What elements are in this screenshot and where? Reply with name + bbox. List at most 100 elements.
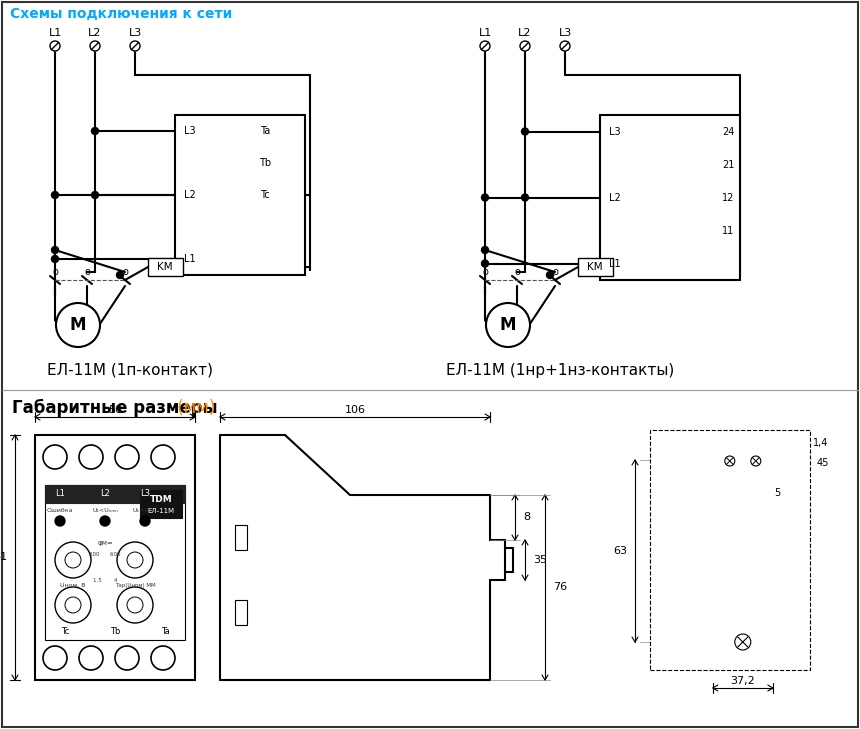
Text: 50: 50: [108, 405, 122, 415]
Text: Tb: Tb: [259, 158, 271, 168]
Circle shape: [117, 587, 153, 623]
Circle shape: [65, 597, 81, 613]
Text: L2: L2: [184, 190, 196, 200]
Text: Tc: Tc: [61, 628, 69, 636]
Circle shape: [151, 646, 175, 670]
Bar: [45, 485, 185, 640]
Text: L3: L3: [140, 489, 150, 499]
Text: o: o: [122, 267, 128, 277]
Text: L3: L3: [558, 28, 572, 38]
Bar: [35, 435, 195, 680]
Bar: [235, 600, 247, 625]
Circle shape: [90, 41, 100, 51]
Text: Схемы подключения к сети: Схемы подключения к сети: [10, 7, 232, 21]
Text: 45: 45: [817, 458, 829, 468]
Circle shape: [725, 456, 734, 466]
Circle shape: [43, 445, 67, 469]
Circle shape: [115, 646, 139, 670]
Text: M: M: [500, 316, 516, 334]
Text: L3: L3: [128, 28, 142, 38]
Circle shape: [482, 194, 488, 201]
Text: ЕЛ-11М (1п-контакт): ЕЛ-11М (1п-контакт): [47, 362, 213, 378]
Text: L2: L2: [100, 489, 110, 499]
Text: M: M: [70, 316, 86, 334]
Circle shape: [127, 552, 143, 568]
Text: 63: 63: [613, 546, 627, 556]
Text: 106: 106: [345, 405, 366, 415]
Text: 12: 12: [722, 192, 734, 203]
Circle shape: [65, 552, 81, 568]
Circle shape: [91, 192, 99, 198]
Text: KM: KM: [587, 262, 603, 272]
Text: 300      600: 300 600: [89, 553, 120, 558]
Bar: [578, 258, 613, 276]
Text: Ta: Ta: [260, 126, 270, 136]
Circle shape: [50, 41, 60, 51]
Text: o: o: [84, 267, 90, 277]
Text: 37,2: 37,2: [730, 676, 755, 686]
Text: TDM: TDM: [150, 496, 172, 504]
Bar: [235, 525, 247, 550]
Text: Ошибка: Ошибка: [46, 509, 73, 513]
Text: Ta: Ta: [161, 628, 169, 636]
Circle shape: [560, 41, 570, 51]
Text: KM: KM: [157, 262, 173, 272]
Text: L2: L2: [609, 192, 621, 203]
Text: 21: 21: [722, 160, 734, 170]
Text: L1: L1: [609, 259, 621, 268]
Text: φм=: φм=: [97, 540, 113, 546]
Bar: [148, 258, 183, 276]
Circle shape: [140, 516, 150, 526]
Circle shape: [521, 128, 529, 135]
Text: U₁<Uₙₘₙ: U₁<Uₙₘₙ: [92, 509, 118, 513]
Circle shape: [91, 128, 99, 134]
Circle shape: [115, 445, 139, 469]
Circle shape: [480, 41, 490, 51]
Text: ЕЛ-11М: ЕЛ-11М: [147, 508, 175, 514]
Circle shape: [734, 634, 751, 650]
Text: Tc: Tc: [261, 190, 270, 200]
Circle shape: [521, 194, 529, 201]
Circle shape: [151, 445, 175, 469]
Text: o: o: [52, 267, 58, 277]
Circle shape: [79, 445, 103, 469]
Text: L1: L1: [55, 489, 65, 499]
Text: L2: L2: [89, 28, 101, 38]
Text: 24: 24: [722, 127, 734, 136]
Text: Габаритные размеры: Габаритные размеры: [12, 399, 218, 417]
Text: (мм): (мм): [172, 399, 215, 417]
Circle shape: [546, 271, 554, 278]
Circle shape: [100, 516, 110, 526]
Text: 1,4: 1,4: [813, 438, 828, 448]
Circle shape: [520, 41, 530, 51]
Circle shape: [482, 246, 488, 254]
Circle shape: [52, 255, 58, 262]
Text: L2: L2: [519, 28, 531, 38]
Text: o: o: [552, 267, 558, 277]
Bar: [140, 490, 182, 518]
Circle shape: [52, 192, 58, 198]
Text: o: o: [514, 267, 520, 277]
Circle shape: [751, 456, 761, 466]
Text: 11: 11: [722, 225, 734, 235]
Circle shape: [56, 303, 100, 347]
Circle shape: [55, 587, 91, 623]
Text: 8: 8: [523, 512, 530, 523]
Text: L1: L1: [48, 28, 62, 38]
Text: L1: L1: [478, 28, 492, 38]
Text: 1.5       4: 1.5 4: [93, 577, 117, 582]
Bar: [600, 115, 740, 280]
Circle shape: [116, 271, 124, 278]
Text: U₁<Uₙₘₙ: U₁<Uₙₘₙ: [132, 509, 158, 513]
Circle shape: [117, 542, 153, 578]
Bar: [45, 485, 185, 503]
Text: 5: 5: [774, 488, 780, 498]
Circle shape: [55, 516, 65, 526]
Circle shape: [486, 303, 530, 347]
Bar: [650, 430, 810, 670]
Text: 35: 35: [533, 555, 547, 565]
Circle shape: [43, 646, 67, 670]
Bar: [175, 115, 305, 275]
Text: ЕЛ-11М (1нр+1нз-контакты): ЕЛ-11М (1нр+1нз-контакты): [445, 362, 674, 378]
Text: 76: 76: [553, 582, 567, 593]
